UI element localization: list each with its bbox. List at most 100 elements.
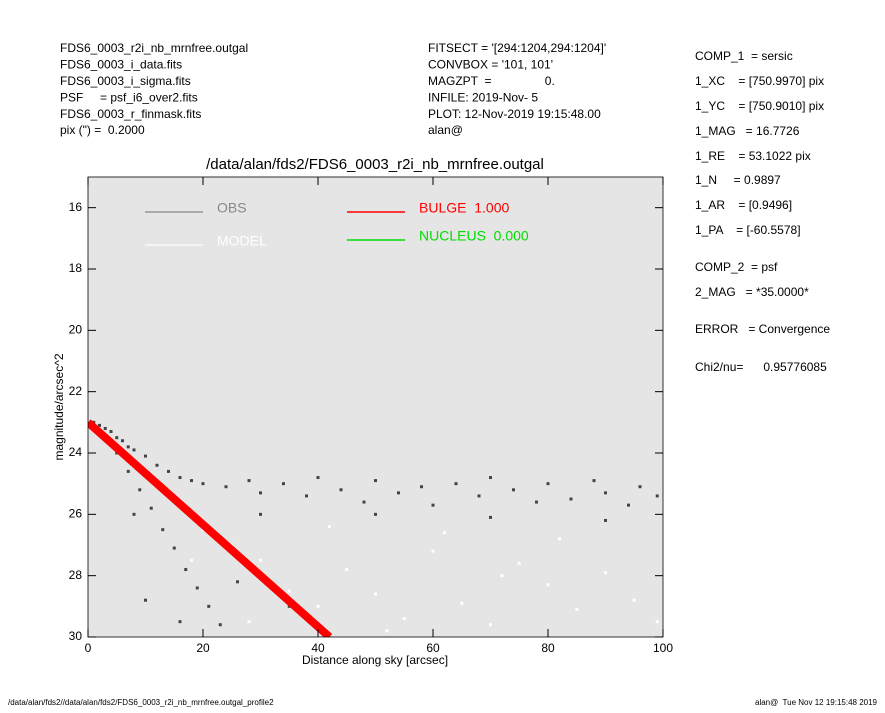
header-left-line: FDS6_0003_r_finmask.fits	[60, 107, 201, 121]
fit-parameter: 1_AR = [0.9496]	[695, 198, 792, 212]
x-tick-label: 20	[196, 641, 210, 655]
header-left-line: FDS6_0003_i_data.fits	[60, 58, 182, 72]
data-point	[374, 592, 377, 596]
footer-path: /data/alan/fds2//data/alan/fds2/FDS6_000…	[8, 698, 274, 707]
fit-parameter: COMP_2 = psf	[695, 260, 778, 274]
x-tick-label: 100	[653, 641, 673, 655]
data-point	[489, 476, 492, 480]
data-point	[431, 503, 435, 507]
data-point	[535, 500, 538, 504]
data-point	[103, 426, 107, 430]
data-point	[362, 500, 366, 504]
data-point	[144, 454, 147, 458]
data-point	[489, 623, 492, 627]
header-middle-line: INFILE: 2019-Nov- 5	[428, 90, 538, 104]
legend-label: NUCLEUS 0.000	[419, 228, 529, 244]
legend-label: OBS	[217, 200, 247, 216]
data-point	[126, 445, 130, 449]
data-point	[236, 580, 239, 584]
y-tick-label: 24	[69, 445, 83, 459]
data-point	[172, 546, 176, 550]
fit-parameter: 1_MAG = 16.7726	[695, 124, 800, 138]
data-point	[126, 469, 130, 473]
data-point	[138, 488, 142, 492]
data-point	[132, 512, 136, 516]
data-point	[184, 568, 188, 572]
data-point	[259, 491, 262, 495]
x-tick-label: 80	[541, 641, 555, 655]
data-point	[558, 537, 561, 541]
fit-parameter: 2_MAG = *35.0000*	[695, 285, 809, 299]
x-tick-label: 0	[85, 641, 92, 655]
data-point	[287, 589, 291, 593]
data-point	[638, 485, 642, 489]
data-point	[109, 430, 113, 434]
data-point	[178, 476, 182, 480]
data-point	[655, 620, 659, 624]
model-line	[88, 419, 333, 637]
fit-parameter: Chi2/nu= 0.95776085	[695, 360, 827, 374]
y-tick-label: 26	[69, 507, 83, 521]
data-point	[305, 494, 308, 498]
data-point	[167, 469, 170, 473]
data-point	[569, 497, 573, 501]
data-point	[575, 607, 579, 611]
data-point	[190, 479, 193, 483]
data-point	[604, 491, 607, 495]
y-tick-label: 30	[69, 629, 83, 643]
data-point	[207, 604, 211, 608]
header-left-line: pix (") = 0.2000	[60, 123, 145, 137]
fit-parameter: 1_RE = 53.1022 pix	[695, 149, 811, 163]
data-point	[477, 494, 481, 498]
header-middle-line: MAGZPT = 0.	[428, 74, 555, 88]
data-point	[144, 598, 147, 602]
data-point	[345, 568, 349, 572]
data-point	[149, 506, 153, 510]
data-point	[385, 629, 389, 633]
data-point	[397, 491, 400, 495]
fit-parameter: 1_XC = [750.9970] pix	[695, 74, 824, 88]
header-middle-line: alan@	[428, 123, 463, 137]
data-point	[489, 515, 492, 519]
data-point	[431, 549, 435, 553]
fit-parameter: 1_N = 0.9897	[695, 173, 781, 187]
fit-parameter: COMP_1 = sersic	[695, 49, 793, 63]
data-point	[247, 620, 251, 624]
y-tick-label: 16	[69, 200, 83, 214]
header-left-line: PSF = psf_i6_over2.fits	[60, 90, 198, 104]
data-point	[517, 561, 521, 565]
header-middle-line: FITSECT = '[294:1204,294:1204]'	[428, 41, 606, 55]
data-point	[420, 485, 423, 489]
data-point	[500, 574, 504, 578]
data-point	[339, 488, 343, 492]
fit-parameter: 1_PA = [-60.5578]	[695, 223, 801, 237]
plot-frame	[87, 176, 664, 638]
data-point	[512, 488, 515, 492]
y-axis-label: magnitude/arcsec^2	[52, 353, 66, 460]
data-point	[115, 436, 119, 440]
data-point	[546, 583, 550, 587]
x-tick-label: 40	[311, 641, 325, 655]
data-point	[316, 604, 320, 608]
data-point	[328, 525, 331, 529]
data-point	[546, 482, 550, 486]
y-tick-label: 20	[69, 323, 83, 337]
data-point	[155, 463, 159, 467]
data-point	[178, 620, 182, 624]
header-middle-line: PLOT: 12-Nov-2019 19:15:48.00	[428, 107, 601, 121]
data-point	[374, 479, 377, 483]
fit-parameter: ERROR = Convergence	[695, 322, 830, 336]
data-point	[604, 518, 607, 522]
data-point	[592, 479, 596, 483]
data-point	[98, 423, 101, 427]
header-middle-line: CONVBOX = '101, 101'	[428, 58, 553, 72]
y-tick-label: 18	[69, 261, 83, 275]
data-point	[121, 439, 124, 443]
chart-title: /data/alan/fds2/FDS6_0003_r2i_nb_mrnfree…	[206, 156, 544, 173]
data-point	[627, 503, 630, 507]
y-tick-label: 22	[69, 384, 83, 398]
header-left-line: FDS6_0003_r2i_nb_mrnfree.outgal	[60, 41, 248, 55]
data-point	[282, 482, 285, 486]
